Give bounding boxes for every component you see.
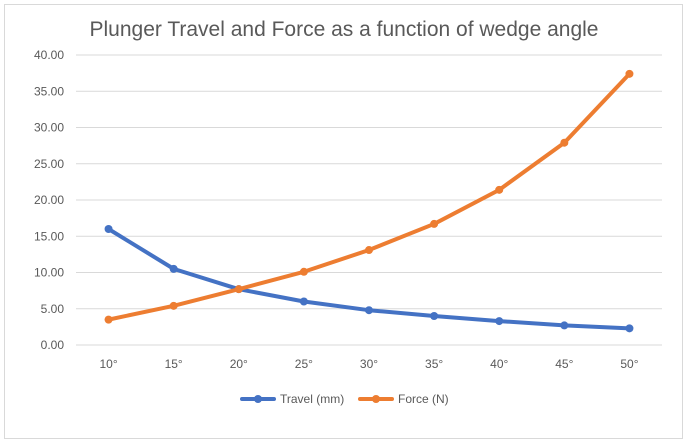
data-point bbox=[495, 185, 504, 194]
y-tick-label: 5.00 bbox=[41, 302, 65, 316]
data-point bbox=[430, 312, 439, 320]
data-point bbox=[299, 267, 308, 276]
y-tick-label: 35.00 bbox=[34, 84, 64, 98]
x-tick-label: 10° bbox=[99, 357, 117, 371]
gridlines bbox=[76, 54, 662, 346]
y-axis: 0.00 5.00 10.00 15.00 20.00 25.00 30.00 35.00 40… bbox=[34, 48, 64, 352]
x-tick-label: 40° bbox=[490, 357, 508, 371]
y-tick-label: 15.00 bbox=[34, 229, 64, 243]
legend: Travel (mm) Force (N) bbox=[0, 392, 688, 412]
data-point bbox=[169, 264, 178, 273]
x-tick-label: 15° bbox=[165, 357, 183, 371]
chart-area bbox=[4, 4, 683, 439]
legend-swatch-travel bbox=[240, 392, 276, 406]
y-tick-label: 40.00 bbox=[34, 48, 64, 62]
x-tick-label: 45° bbox=[555, 357, 573, 371]
data-point bbox=[104, 315, 113, 324]
data-point bbox=[365, 306, 373, 315]
legend-label-force: Force (N) bbox=[398, 392, 449, 406]
x-axis: 10° 15° 20° 25° 30° 35° 40° 45° 50° bbox=[99, 357, 638, 371]
series-group bbox=[104, 69, 634, 333]
x-tick-label: 30° bbox=[360, 357, 378, 371]
x-tick-label: 20° bbox=[230, 357, 248, 371]
y-tick-label: 10.00 bbox=[34, 266, 64, 280]
data-point bbox=[299, 297, 308, 306]
legend-swatch-force bbox=[358, 392, 394, 406]
legend-label-travel: Travel (mm) bbox=[280, 392, 345, 406]
data-point bbox=[625, 69, 634, 78]
series-line-1 bbox=[106, 71, 632, 322]
data-point bbox=[625, 324, 634, 333]
data-point bbox=[430, 219, 439, 228]
data-point bbox=[495, 317, 504, 326]
y-tick-label: 20.00 bbox=[34, 193, 64, 207]
data-point bbox=[169, 301, 178, 310]
y-tick-label: 30.00 bbox=[34, 121, 64, 135]
chart-title: Plunger Travel and Force as a function o… bbox=[89, 18, 599, 41]
legend-item-travel: Travel (mm) bbox=[240, 392, 344, 406]
x-tick-label: 35° bbox=[425, 357, 443, 371]
data-point bbox=[104, 225, 113, 233]
legend-item-force: Force (N) bbox=[358, 392, 449, 406]
data-point bbox=[234, 285, 243, 294]
data-point bbox=[560, 321, 569, 330]
data-point bbox=[560, 138, 569, 147]
y-tick-label: 25.00 bbox=[34, 157, 64, 171]
x-tick-label: 25° bbox=[295, 357, 313, 371]
x-tick-label: 50° bbox=[620, 357, 638, 371]
data-point bbox=[365, 246, 373, 255]
y-tick-label: 0.00 bbox=[41, 338, 65, 352]
